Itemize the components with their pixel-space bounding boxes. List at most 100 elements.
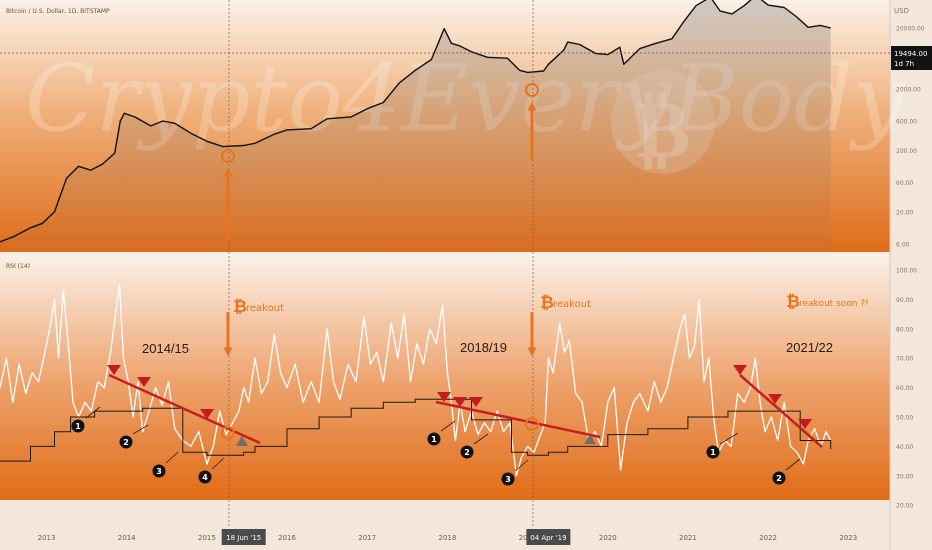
period-label-1: 2014/15 (142, 341, 189, 356)
peak-marker (469, 397, 483, 407)
peak-marker (453, 397, 467, 407)
price-readout-sub: 1d 7h (894, 60, 914, 68)
badge-label: 2 (776, 474, 782, 483)
badge-arrow (473, 433, 489, 445)
badge-label: 2 (123, 438, 129, 447)
btc-icon-2: ₿ (540, 293, 554, 313)
badge (460, 445, 474, 459)
period-label-2: 2018/19 (460, 340, 507, 355)
btc-icon-1: ₿ (233, 297, 247, 317)
x-tick-label: 2016 (278, 534, 296, 542)
rsi-tick-label: 100.00 (896, 268, 917, 275)
badge (119, 435, 133, 449)
peak-marker (768, 394, 782, 404)
breakout-label-2: reakout (553, 299, 591, 310)
btc-icon-3: ₿ (786, 292, 800, 312)
rsi-line (0, 284, 832, 477)
trend-end-marker (584, 434, 596, 444)
badge (427, 432, 441, 446)
price-tick-label: 60.00 (896, 180, 913, 187)
badge-label: 2 (464, 448, 470, 457)
rsi-tick-label: 40.00 (896, 444, 913, 451)
peak-markers (107, 365, 812, 429)
peak-marker (107, 365, 121, 375)
rsi-tick-label: 50.00 (896, 415, 913, 422)
rsi-breakout-circle-2019 (525, 417, 539, 431)
time-axis-bg (0, 524, 890, 550)
badge-label: 4 (202, 473, 208, 482)
badge (706, 445, 720, 459)
badge-arrow (211, 457, 225, 470)
date-highlight-box (526, 529, 571, 545)
rsi-tick-label: 20.00 (896, 503, 913, 510)
badge-label: 1 (710, 448, 716, 457)
rsi-tick-label: 60.00 (896, 385, 913, 392)
breakout-soon-label: reakout soon ?! (799, 299, 869, 309)
trend-end-marker (236, 436, 248, 446)
peak-marker (798, 419, 812, 429)
badge-arrow (85, 406, 101, 419)
rsi-tick-label: 80.00 (896, 326, 913, 333)
badge-label: 3 (156, 467, 162, 476)
rsi-pane-bg (0, 254, 890, 500)
rsi-tick-label: 70.00 (896, 356, 913, 363)
price-readout-box (891, 46, 932, 70)
rsi-tick-label: 90.00 (896, 297, 913, 304)
x-tick-label: 2020 (599, 534, 617, 542)
badge-label: 3 (505, 475, 511, 484)
price-tick-label: 20.00 (896, 209, 913, 216)
x-tick-label: 2014 (118, 534, 136, 542)
x-tick-label: 2023 (839, 534, 857, 542)
x-tick-label: 2022 (759, 534, 777, 542)
price-readout-value: 19494.00 (894, 50, 927, 58)
badge (772, 471, 786, 485)
breakout-label-1: reakout (246, 303, 284, 314)
rsi-tick-label: 30.00 (896, 473, 913, 480)
x-tick-label: 2015 (198, 534, 216, 542)
badges: 1 2 3 4 1 2 3 1 2 (71, 406, 801, 486)
rsi-pane-label: RSI (14) (6, 263, 30, 270)
price-tick-label: 600.00 (896, 119, 917, 126)
x-tick-label: 2021 (679, 534, 697, 542)
badge (152, 464, 166, 478)
currency-label: USD (894, 7, 909, 15)
badge-arrow (165, 451, 179, 464)
price-tick-label: 6.00 (896, 242, 910, 249)
peak-marker (200, 409, 214, 419)
badge-arrow (785, 458, 801, 471)
lower-strip (0, 500, 890, 524)
rsi-baseline (0, 398, 832, 462)
badge-label: 1 (75, 422, 81, 431)
breakout-circle-2015 (221, 149, 235, 163)
date-highlight-label: 04 Apr '19 (530, 534, 566, 542)
trendline-2021 (739, 374, 823, 448)
badge-arrow (440, 420, 456, 432)
price-line (0, 0, 831, 243)
date-highlight-label: 18 Jun '15 (226, 534, 261, 542)
badge-label: 1 (431, 435, 437, 444)
badge-arrow (514, 459, 529, 472)
price-tick-label: 20000.00 (896, 26, 925, 33)
right-axis-bg (890, 0, 932, 550)
peak-marker (437, 392, 451, 402)
date-highlight-box (221, 529, 266, 545)
period-label-3: 2021/22 (786, 340, 833, 355)
badge (71, 419, 85, 433)
badge (501, 472, 515, 486)
peak-marker (137, 377, 151, 387)
symbol-header: Bitcoin / U.S. Dollar, 1D, BITSTAMP (6, 8, 110, 15)
badge-arrow (719, 432, 739, 445)
price-tick-label: 2000.00 (896, 86, 921, 93)
x-tick-label: 2017 (358, 534, 376, 542)
badge (198, 470, 212, 484)
rsi-breakout-circle-2015 (221, 426, 235, 440)
badge-arrow (132, 424, 149, 435)
pane-divider (0, 252, 890, 254)
x-tick-label: 2013 (38, 534, 56, 542)
breakout-circle-2019 (525, 83, 539, 97)
x-tick-label: 2018 (438, 534, 456, 542)
trendline-2018 (435, 400, 601, 439)
peak-marker (733, 365, 747, 375)
